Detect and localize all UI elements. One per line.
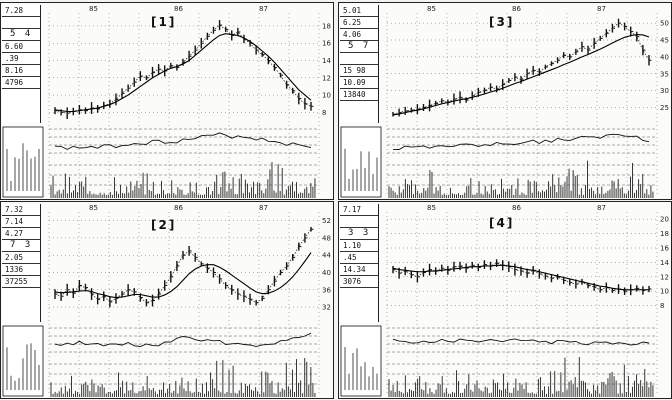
info-box-value <box>340 53 378 65</box>
moving-average-series <box>54 252 312 299</box>
info-box-value: 7.17 <box>340 204 378 216</box>
x-tick-label: 87 <box>259 204 268 212</box>
y-tick-label: 8 <box>322 109 326 117</box>
x-tick-label: 87 <box>597 5 606 13</box>
info-box-value <box>2 17 40 29</box>
y-tick-label: 14 <box>660 259 669 267</box>
y-tick-label: 25 <box>660 104 669 112</box>
stock-info-box: 7.17 3 3 1.10.45 14.34 3076 <box>340 204 379 322</box>
info-box-value: 4.06 <box>340 29 378 41</box>
y-tick-label: 50 <box>660 20 669 28</box>
y-tick-label: 20 <box>660 216 669 224</box>
x-tick-label: 87 <box>597 204 606 212</box>
y-tick-label: 30 <box>660 87 669 95</box>
y-tick-label: 10 <box>322 92 331 100</box>
info-box-value: 13840 <box>340 89 378 101</box>
x-tick-label: 85 <box>427 5 436 13</box>
y-tick-label: 16 <box>322 40 331 48</box>
chart-panel-1: 18 16 14 12 10 8 85 86 87 7.28 5 4 6.60.39 8.16 4796 [… <box>0 2 334 200</box>
info-box-value: .39 <box>2 53 40 65</box>
y-tick-label: 8 <box>660 302 664 310</box>
info-box-value: 4796 <box>2 77 40 89</box>
y-tick-label: 36 <box>322 286 331 294</box>
relative-strength-line <box>392 338 650 346</box>
info-box-value: 1336 <box>2 264 40 276</box>
y-tick-label: 16 <box>660 245 669 253</box>
close-series <box>392 22 650 115</box>
stock-info-box: 7.28 5 4 6.60.39 8.16 4796 <box>2 5 41 123</box>
y-tick-label: 18 <box>660 230 669 238</box>
info-box-value: 7.28 <box>2 5 40 17</box>
y-tick-label: 18 <box>322 22 331 30</box>
x-tick-label: 87 <box>259 5 268 13</box>
relative-strength-line <box>54 132 312 150</box>
x-tick-label: 86 <box>512 5 521 13</box>
info-box-value: 1.10 <box>340 240 378 252</box>
moving-average-series <box>54 33 312 113</box>
x-tick-label: 85 <box>89 5 98 13</box>
x-tick-label: 85 <box>427 204 436 212</box>
info-box-value: 2.05 <box>2 252 40 264</box>
chart-svg: 20 18 16 14 12 10 8 85 86 87 <box>340 204 669 397</box>
stock-info-box: 7.32 7.14 4.27 7 3 2.05 1336 37255 <box>2 204 41 322</box>
info-box-value: 5 7 <box>340 41 378 53</box>
info-box-value: 7.14 <box>2 216 40 228</box>
moving-average-series <box>392 34 650 116</box>
info-box-value: 5 4 <box>2 29 40 41</box>
chart-svg: 18 16 14 12 10 8 85 86 87 <box>2 5 331 198</box>
chart-svg: 50 45 40 35 30 25 85 86 87 <box>340 5 669 198</box>
x-tick-label: 85 <box>89 204 98 212</box>
chart-title: [4] <box>489 216 515 230</box>
info-box-value: 7.32 <box>2 204 40 216</box>
info-box-value: 7 3 <box>2 240 40 252</box>
info-box-value: 8.16 <box>2 65 40 77</box>
info-box-value: 3076 <box>340 276 378 288</box>
chart-title: [2] <box>151 218 177 232</box>
chart-panel-3: 52 48 44 40 36 32 85 86 87 7.32 7.14 4.27 7 3 2.05 133… <box>0 201 334 399</box>
info-box-value: 14.34 <box>340 264 378 276</box>
y-tick-label: 12 <box>322 74 331 82</box>
close-series <box>54 24 312 114</box>
close-series <box>392 262 650 292</box>
relative-strength-line <box>54 332 312 347</box>
info-box-value: 6.60 <box>2 41 40 53</box>
y-tick-label: 12 <box>660 273 669 281</box>
x-tick-label: 86 <box>174 5 183 13</box>
y-tick-label: 35 <box>660 70 669 78</box>
moving-average-series <box>392 264 649 291</box>
info-box-value: 15 98 <box>340 65 378 77</box>
y-tick-label: 40 <box>660 53 669 61</box>
info-box-value: .45 <box>340 252 378 264</box>
y-tick-label: 14 <box>322 57 331 65</box>
y-tick-label: 44 <box>322 252 331 260</box>
info-box-value: 5.01 <box>340 5 378 17</box>
stock-info-box: 5.01 6.25 4.06 5 7 15 98 10.09 13840 <box>340 5 379 123</box>
relative-strength-line <box>392 133 650 150</box>
info-box-value: 6.25 <box>340 17 378 29</box>
x-tick-label: 86 <box>512 204 521 212</box>
y-tick-label: 40 <box>322 269 331 277</box>
info-box-value: 3 3 <box>340 228 378 240</box>
chart-panel-2: 50 45 40 35 30 25 85 86 87 5.01 6.25 4.06 5 7 15 98 10… <box>338 2 672 200</box>
x-tick-label: 86 <box>174 204 183 212</box>
chart-title: [3] <box>489 15 515 29</box>
chart-svg: 52 48 44 40 36 32 85 86 87 <box>2 204 331 397</box>
chart-title: [1] <box>151 15 177 29</box>
y-tick-label: 10 <box>660 288 669 296</box>
y-tick-label: 52 <box>322 217 331 225</box>
info-box-value <box>340 216 378 228</box>
y-tick-label: 45 <box>660 37 669 45</box>
y-tick-label: 32 <box>322 304 331 312</box>
y-tick-label: 48 <box>322 234 331 242</box>
info-box-value: 10.09 <box>340 77 378 89</box>
info-box-value: 4.27 <box>2 228 40 240</box>
info-box-value: 37255 <box>2 276 40 288</box>
chart-panel-4: 20 18 16 14 12 10 8 85 86 87 7.17 3 3 1.10.45 14.34 30… <box>338 201 672 399</box>
